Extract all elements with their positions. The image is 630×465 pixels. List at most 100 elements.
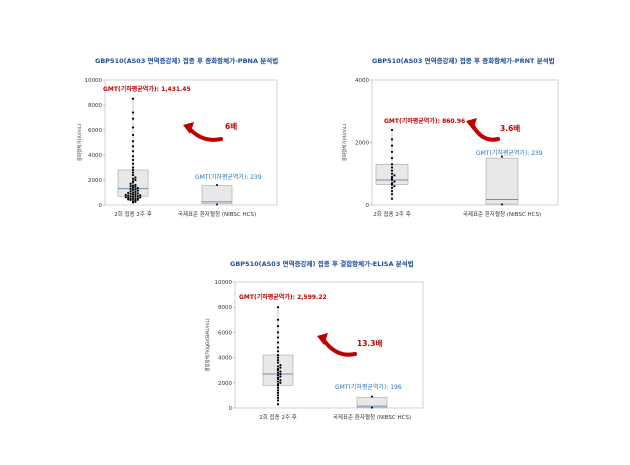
data-point xyxy=(393,174,396,177)
data-point xyxy=(276,356,280,359)
data-point xyxy=(276,350,280,353)
data-point xyxy=(131,111,135,114)
data-point xyxy=(390,175,394,178)
data-point xyxy=(276,399,280,402)
data-point xyxy=(276,389,280,392)
data-point xyxy=(390,182,394,185)
data-point xyxy=(276,365,280,368)
y-tick-label: 0 xyxy=(99,203,103,209)
y-tick-label: 2000 xyxy=(355,141,369,147)
y-tick-label: 0 xyxy=(366,203,370,209)
data-point xyxy=(390,128,394,132)
data-point xyxy=(139,196,142,199)
gmt-label-reference: GMT(기하평균역가): 196 xyxy=(335,383,402,391)
data-point xyxy=(276,353,280,357)
plot-area xyxy=(234,281,424,409)
box-plot-prnt: 0 2000 4000 중화항체가(IU/mL) 2회 접종 2주 후 국제표준 환자혈청… xyxy=(341,78,559,218)
y-tick-label: 8000 xyxy=(88,103,102,109)
data-point xyxy=(131,188,135,192)
gmt-label-vaccine: GMT(기하평균역가): 860.96 xyxy=(384,117,465,125)
data-point xyxy=(279,381,282,384)
data-point xyxy=(136,194,139,198)
data-point xyxy=(131,195,135,198)
data-point xyxy=(276,376,280,379)
data-point xyxy=(276,361,280,364)
data-point xyxy=(390,177,394,180)
y-tick-label: 10000 xyxy=(215,280,233,286)
data-point xyxy=(129,190,132,193)
data-point xyxy=(390,189,394,193)
data-point xyxy=(131,193,135,196)
fold-arrow xyxy=(470,122,500,142)
data-point xyxy=(276,367,280,371)
data-point xyxy=(127,191,130,195)
data-point xyxy=(131,97,135,100)
y-axis-label: 중화항체가(IU/mL) xyxy=(76,124,83,161)
data-point xyxy=(131,200,135,203)
data-point xyxy=(216,184,218,186)
plot-area xyxy=(104,79,278,206)
data-point xyxy=(276,380,280,383)
fold-change-label: 6배 xyxy=(225,121,237,131)
x-category-label: 국제표준 환자혈청 (NIBSC HCS) xyxy=(333,413,411,421)
data-point xyxy=(276,359,280,362)
data-point xyxy=(134,195,137,198)
data-point xyxy=(131,191,135,194)
data-point xyxy=(131,133,135,137)
data-point xyxy=(139,194,142,197)
data-point xyxy=(131,166,135,169)
data-point xyxy=(279,364,282,367)
x-category-label: 국제표준 환자혈청 (NIBSC HCS) xyxy=(463,210,541,218)
data-point xyxy=(131,126,135,129)
chart-panel-pbna: GBP510(AS03 면역증강제) 접종 후 중화항체가-PBNA 분석법 0… xyxy=(75,55,285,225)
data-point xyxy=(390,186,394,189)
data-point xyxy=(276,318,280,321)
data-point xyxy=(134,178,137,182)
data-point xyxy=(390,144,394,147)
data-point xyxy=(129,185,132,188)
data-point xyxy=(127,196,130,199)
plot-area xyxy=(371,79,559,206)
data-point xyxy=(129,195,132,198)
fold-change-label: 13.3배 xyxy=(357,338,383,348)
chart-title: GBP510(AS03 면역증강제) 접종 후 중화항체가-PBNA 분석법 xyxy=(95,57,279,65)
y-tick-label: 0 xyxy=(229,406,233,412)
data-point xyxy=(131,177,135,180)
gmt-label-vaccine: GMT(기하평균역가): 1,431.45 xyxy=(103,85,191,93)
data-point xyxy=(131,158,135,162)
data-point xyxy=(279,366,282,369)
data-point xyxy=(134,190,137,193)
x-category-label: 2회 접종 2주 후 xyxy=(114,210,152,218)
y-tick-label: 8000 xyxy=(218,305,232,311)
box-plot-pbna: 0 2000 4000 6000 8000 10000 중화항체가(IU/mL) 2회 접종 … xyxy=(76,78,278,218)
box xyxy=(201,185,233,205)
data-point xyxy=(390,150,394,153)
data-point xyxy=(136,192,139,195)
box-plot-elisa: 0 2000 4000 6000 8000 10000 결합항체가(IgG)(BAU/mL)… xyxy=(204,280,424,421)
fold-arrow-head xyxy=(317,333,328,345)
data-point xyxy=(276,403,280,406)
data-point xyxy=(276,346,280,349)
fold-arrow xyxy=(187,126,223,142)
chart-title: GBP510(AS03 면역증강제) 접종 후 중화항체가-PRNT 분석법 xyxy=(372,57,555,65)
data-point xyxy=(131,155,135,158)
data-point xyxy=(216,203,218,206)
data-point xyxy=(501,203,503,206)
data-point xyxy=(131,186,135,189)
data-point xyxy=(276,371,280,374)
data-point xyxy=(131,117,135,120)
data-point xyxy=(134,199,137,202)
fold-arrow xyxy=(321,337,357,357)
data-point xyxy=(131,168,135,172)
data-point xyxy=(276,331,280,334)
data-point xyxy=(279,372,282,376)
chart-panel-prnt: GBP510(AS03 면역증강제) 접종 후 중화항체가-PRNT 분석법 0… xyxy=(340,55,570,225)
y-tick-label: 6000 xyxy=(88,128,102,134)
data-point xyxy=(136,187,139,190)
data-point xyxy=(134,185,137,188)
x-category-label: 2회 접종 2주 후 xyxy=(373,210,411,218)
data-point xyxy=(131,180,135,183)
data-point xyxy=(390,169,394,172)
data-point xyxy=(390,183,394,186)
gmt-label-vaccine: GMT(기하평균역가): 2,599.22 xyxy=(239,293,327,301)
